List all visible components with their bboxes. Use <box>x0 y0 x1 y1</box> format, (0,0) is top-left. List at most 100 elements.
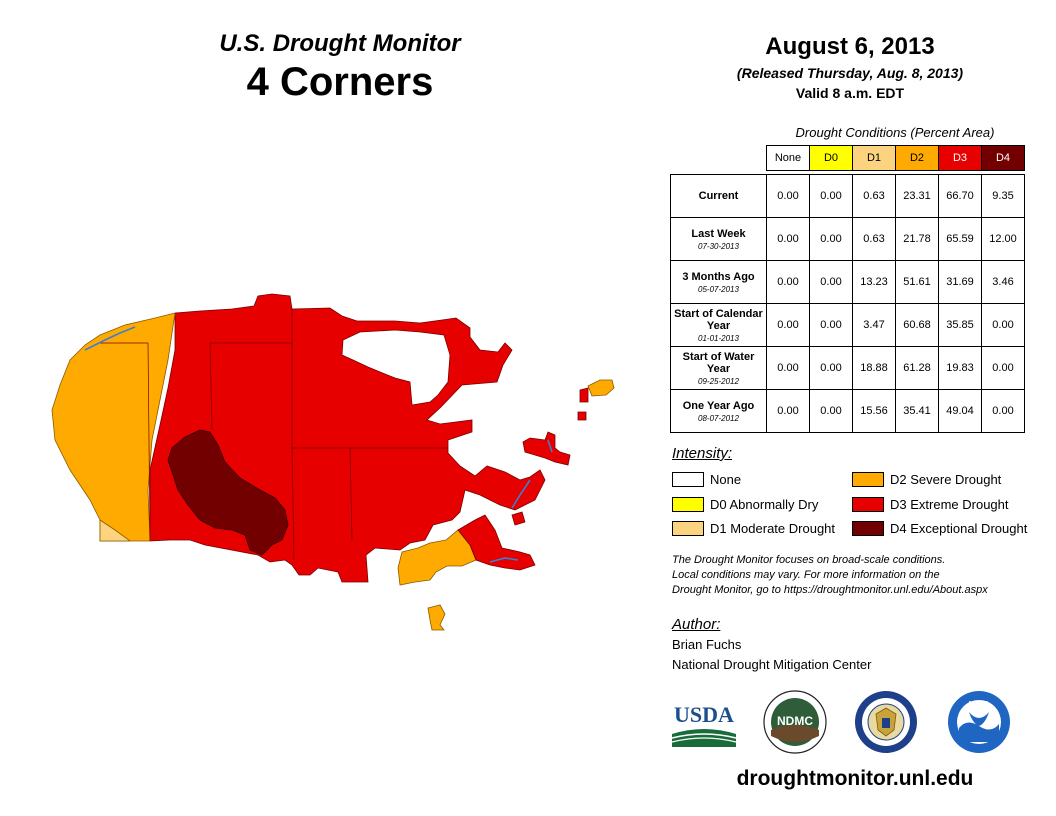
ndmc-logo: NDMC <box>763 690 827 754</box>
table-cell: 0.00 <box>766 217 810 261</box>
map-d2-northeast <box>587 379 615 397</box>
map-title-block: U.S. Drought Monitor 4 Corners <box>150 30 530 105</box>
table-cell: 0.00 <box>766 389 810 433</box>
col-header-d2: D2 <box>895 145 939 171</box>
map-d2-west <box>51 312 176 542</box>
conditions-caption: Drought Conditions (Percent Area) <box>795 125 995 140</box>
legend-swatch <box>852 496 884 512</box>
svg-text:NOAA: NOAA <box>969 701 990 708</box>
map-region-title: 4 Corners <box>246 60 434 104</box>
table-cell: 0.00 <box>809 346 853 390</box>
map-d3-east <box>522 431 571 466</box>
table-row: 3 Months Ago 05-07-2013 0.00 0.00 13.23 5… <box>670 260 1025 304</box>
table-cell: 0.63 <box>852 217 896 261</box>
row-label: Current <box>670 174 767 218</box>
svg-text:NDMC: NDMC <box>777 714 813 728</box>
table-cell: 51.61 <box>895 260 939 304</box>
legend-item-d3: D3 Extreme Drought <box>852 495 1009 513</box>
valid-time: Valid 8 a.m. EDT <box>795 85 905 101</box>
map-d3-northeast-a <box>579 387 589 403</box>
col-header-d0: D0 <box>809 145 853 171</box>
legend-swatch <box>672 520 704 536</box>
table-row: Start of Water Year 09-25-2012 0.00 0.00 … <box>670 346 1025 390</box>
map-d2-southeast <box>397 529 477 586</box>
legend-title: Intensity: <box>672 445 733 462</box>
legend-swatch <box>852 520 884 536</box>
table-cell: 9.35 <box>981 174 1025 218</box>
table-row: Last Week 07-30-2013 0.00 0.00 0.63 21.78… <box>670 217 1025 261</box>
col-header-d4: D4 <box>981 145 1025 171</box>
release-date: (Released Thursday, Aug. 8, 2013) <box>736 65 964 81</box>
row-label: Start of Calendar Year 01-01-2013 <box>670 303 767 347</box>
table-cell: 35.85 <box>938 303 982 347</box>
drought-map <box>51 293 615 631</box>
conditions-header-row: None D0 D1 D2 D3 D4 <box>671 145 1025 171</box>
table-cell: 35.41 <box>895 389 939 433</box>
legend-item-d0: D0 Abnormally Dry <box>672 495 818 513</box>
table-cell: 0.00 <box>809 260 853 304</box>
map-subtitle: U.S. Drought Monitor <box>219 30 461 57</box>
table-cell: 0.00 <box>809 217 853 261</box>
map-date: August 6, 2013 <box>765 33 935 60</box>
table-cell: 0.00 <box>766 260 810 304</box>
table-cell: 0.00 <box>766 346 810 390</box>
table-cell: 0.00 <box>809 389 853 433</box>
col-header-d3: D3 <box>938 145 982 171</box>
table-cell: 0.00 <box>981 346 1025 390</box>
table-cell: 21.78 <box>895 217 939 261</box>
table-cell: 0.00 <box>809 174 853 218</box>
col-header-d1: D1 <box>852 145 896 171</box>
row-label: Start of Water Year 09-25-2012 <box>670 346 767 390</box>
author-name: Brian Fuchs <box>672 637 742 652</box>
legend-item-d4: D4 Exceptional Drought <box>852 519 1027 537</box>
table-cell: 0.00 <box>981 389 1025 433</box>
table-cell: 15.56 <box>852 389 896 433</box>
table-row: Current 0.00 0.00 0.63 23.31 66.70 9.35 <box>670 174 1025 218</box>
table-cell: 0.00 <box>766 303 810 347</box>
footer-url[interactable]: droughtmonitor.unl.edu <box>736 767 974 790</box>
row-label: 3 Months Ago 05-07-2013 <box>670 260 767 304</box>
legend-swatch <box>852 471 884 487</box>
map-d1-corner <box>99 519 132 542</box>
usda-logo: USDA <box>671 702 737 747</box>
map-d3-islet <box>511 511 526 526</box>
legend-item-d2: D2 Severe Drought <box>852 470 1001 488</box>
table-cell: 31.69 <box>938 260 982 304</box>
map-none-area <box>341 329 451 406</box>
noaa-logo: NOAA <box>948 691 1010 753</box>
table-cell: 0.00 <box>809 303 853 347</box>
map-d2-south-islet <box>427 604 446 631</box>
map-d3-northeast-b <box>577 411 587 421</box>
table-cell: 61.28 <box>895 346 939 390</box>
author-org: National Drought Mitigation Center <box>672 657 872 672</box>
map-d3-southeast <box>457 514 536 571</box>
table-cell: 49.04 <box>938 389 982 433</box>
row-label: One Year Ago 08-07-2012 <box>670 389 767 433</box>
row-label: Last Week 07-30-2013 <box>670 217 767 261</box>
table-cell: 23.31 <box>895 174 939 218</box>
legend-swatch <box>672 471 704 487</box>
table-cell: 19.83 <box>938 346 982 390</box>
table-cell: 3.46 <box>981 260 1025 304</box>
table-cell: 66.70 <box>938 174 982 218</box>
table-cell: 0.00 <box>981 303 1025 347</box>
commerce-seal-icon <box>855 691 917 753</box>
map-water <box>84 326 553 563</box>
table-cell: 3.47 <box>852 303 896 347</box>
conditions-table: None D0 D1 D2 D3 D4 Current 0.00 0.00 0.… <box>670 145 1025 433</box>
map-d4-core <box>167 429 289 556</box>
table-cell: 65.59 <box>938 217 982 261</box>
table-row: One Year Ago 08-07-2012 0.00 0.00 15.56 3… <box>670 389 1025 433</box>
svg-text:USDA: USDA <box>674 702 734 727</box>
legend-item-d1: D1 Moderate Drought <box>672 519 835 537</box>
table-cell: 0.63 <box>852 174 896 218</box>
table-cell: 18.88 <box>852 346 896 390</box>
table-cell: 0.00 <box>766 174 810 218</box>
date-block: August 6, 2013 (Released Thursday, Aug. … <box>680 33 1020 101</box>
table-cell: 12.00 <box>981 217 1025 261</box>
legend-item-none: None <box>672 470 741 488</box>
table-cell: 13.23 <box>852 260 896 304</box>
map-boundaries <box>100 309 448 561</box>
disclaimer-note: The Drought Monitor focuses on broad-sca… <box>672 554 988 596</box>
legend-swatch <box>672 496 704 512</box>
